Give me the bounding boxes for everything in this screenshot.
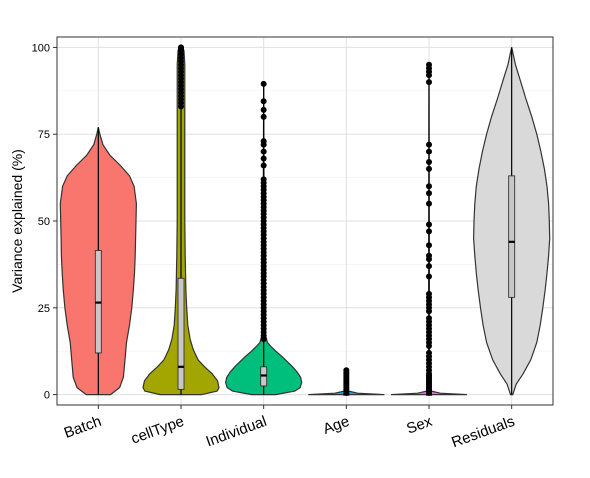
x-tick-label: cellType xyxy=(129,413,187,448)
outlier-point xyxy=(426,141,432,148)
outlier-point xyxy=(178,44,184,51)
x-tick-label: Age xyxy=(321,413,352,438)
y-tick-label: 100 xyxy=(32,42,50,54)
x-tick-label: Sex xyxy=(404,413,435,438)
outlier-point xyxy=(426,190,432,197)
outlier-point xyxy=(426,228,432,235)
outlier-point xyxy=(260,176,267,183)
outlier-point xyxy=(343,367,350,374)
outlier-point xyxy=(426,183,432,190)
outlier-point xyxy=(426,349,432,356)
outlier-point xyxy=(260,162,267,169)
outlier-point xyxy=(260,106,267,113)
outlier-point xyxy=(426,61,432,68)
y-tick-label: 25 xyxy=(38,303,50,315)
outlier-point xyxy=(426,290,432,297)
outlier-point xyxy=(426,315,432,322)
x-axis-ticks: Batch cellType Individual Age Sex Residuals xyxy=(62,405,517,451)
outlier-point xyxy=(260,138,267,145)
outlier-point xyxy=(426,273,432,280)
outlier-point xyxy=(426,158,432,165)
outlier-point xyxy=(260,113,267,120)
outlier-point xyxy=(426,200,432,207)
y-tick-label: 0 xyxy=(44,390,50,402)
outlier-point xyxy=(426,263,432,270)
outlier-point xyxy=(260,98,267,105)
box-residuals xyxy=(508,175,516,298)
outlier-point xyxy=(260,80,267,87)
outlier-point xyxy=(426,165,432,172)
outlier-point xyxy=(426,79,432,86)
outlier-point xyxy=(260,155,267,162)
outlier-points xyxy=(178,44,432,396)
outlier-point xyxy=(426,242,432,249)
y-axis-label: Variance explained (%) xyxy=(9,149,25,293)
outlier-point xyxy=(426,148,432,155)
x-tick-label: Individual xyxy=(204,413,269,451)
x-tick-label: Residuals xyxy=(449,413,517,452)
y-tick-label: 75 xyxy=(38,129,50,141)
outlier-point xyxy=(260,148,267,155)
y-tick-label: 50 xyxy=(38,216,50,228)
outlier-point xyxy=(426,252,432,259)
box-celltype xyxy=(177,277,185,390)
x-tick-label: Batch xyxy=(62,413,104,442)
y-axis-ticks: 0 25 50 75 100 xyxy=(32,42,57,402)
outlier-point xyxy=(426,221,432,228)
